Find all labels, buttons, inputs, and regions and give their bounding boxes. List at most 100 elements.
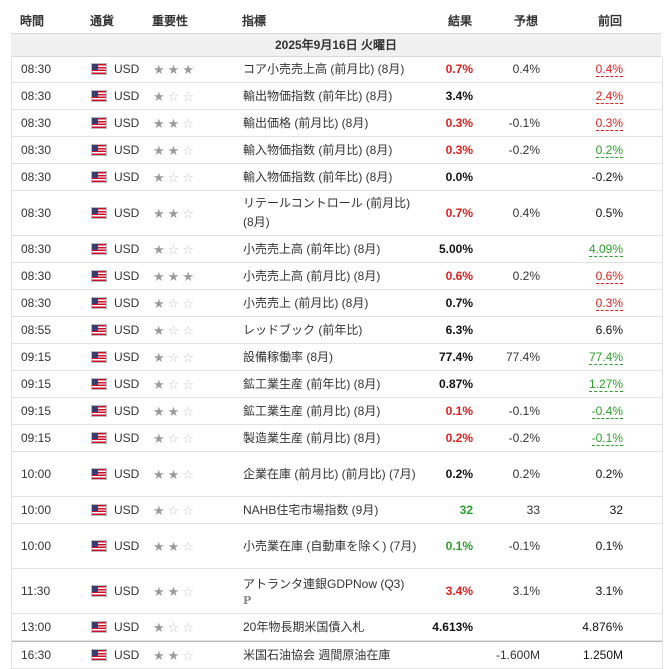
indicator-name[interactable]: 鉱工業生産 (前月比) (8月) [243, 398, 418, 424]
indicator-name[interactable]: 鉱工業生産 (前年比) (8月) [243, 371, 418, 397]
indicator-link[interactable]: NAHB住宅市場指数 (9月) [243, 502, 379, 517]
indicator-name[interactable]: 20年物長期米国債入札 [243, 614, 418, 640]
indicator-name[interactable]: 小売売上高 (前月比) (8月) [243, 263, 418, 289]
indicator-link[interactable]: 鉱工業生産 (前年比) (8月) [243, 376, 381, 391]
previous-revised-text[interactable]: -0.1% [591, 430, 623, 446]
importance-rating: ★ ★ ☆ [153, 524, 213, 568]
table-row[interactable]: 08:30 USD ★ ☆ ☆ 小売売上 (前月比) (8月) 0.7% 0.3% [12, 290, 662, 317]
indicator-link[interactable]: 米国石油協会 週間原油在庫 [243, 647, 391, 662]
header-currency[interactable]: 通貨 [90, 14, 115, 28]
indicator-name[interactable]: 製造業生産 (前月比) (8月) [243, 425, 418, 451]
actual-value: 3.4% [407, 83, 473, 109]
table-row[interactable]: 08:55 USD ★ ☆ ☆ レッドブック (前年比) 6.3% 6.6% [12, 317, 662, 344]
star-filled-icon: ★ [167, 61, 180, 77]
star-empty-icon: ☆ [182, 583, 194, 599]
table-row[interactable]: 08:30 USD ★ ☆ ☆ 小売売上高 (前年比) (8月) 5.00% 4.09% [12, 236, 662, 263]
indicator-link[interactable]: 鉱工業生産 (前月比) (8月) [243, 403, 381, 418]
star-filled-icon: ★ [153, 619, 165, 635]
indicator-name[interactable]: 企業在庫 (前月比) (前月比) (7月) [243, 452, 418, 496]
currency-code: USD [114, 539, 140, 553]
indicator-link[interactable]: 小売売上 (前月比) (8月) [243, 295, 369, 310]
indicator-name[interactable]: リテールコントロール (前月比) (8月) [243, 191, 418, 235]
previous-revised-text[interactable]: 0.3% [595, 115, 623, 131]
actual-value [407, 642, 473, 668]
previous-value: 4.876% [552, 614, 623, 640]
previous-revised-text[interactable]: 0.3% [595, 295, 623, 311]
header-forecast[interactable]: 予想 [514, 14, 539, 28]
indicator-name[interactable]: 小売売上高 (前年比) (8月) [243, 236, 418, 262]
indicator-link[interactable]: アトランタ連銀GDPNow (Q3) [243, 576, 405, 591]
indicator-name[interactable]: レッドブック (前年比) [243, 317, 418, 343]
indicator-link[interactable]: 製造業生産 (前月比) (8月) [243, 430, 381, 445]
time-text: 08:30 [21, 89, 52, 103]
previous-revised-text[interactable]: 0.2% [595, 142, 623, 158]
indicator-link[interactable]: 小売業在庫 (自動車を除く) (7月) [243, 538, 417, 553]
table-row[interactable]: 09:15 USD ★ ☆ ☆ 製造業生産 (前月比) (8月) 0.2% -0.2% -0.1… [12, 425, 662, 452]
star-empty-icon: ☆ [182, 403, 194, 419]
indicator-name[interactable]: 輸出物価指数 (前年比) (8月) [243, 83, 418, 109]
indicator-link[interactable]: 輸入物価指数 (前月比) (8月) [243, 142, 393, 157]
table-row[interactable]: 08:30 USD ★ ★ ☆ 輸出価格 (前月比) (8月) 0.3% -0.1% 0.3% [12, 110, 662, 137]
indicator-link[interactable]: 輸入物価指数 (前年比) (8月) [243, 169, 393, 184]
table-row[interactable]: 08:30 USD ★ ☆ ☆ 輸入物価指数 (前年比) (8月) 0.0% -0.2% [12, 164, 662, 191]
previous-revised-text[interactable]: -0.4% [591, 403, 623, 419]
indicator-name[interactable]: アトランタ連銀GDPNow (Q3) P [243, 569, 418, 613]
event-currency: USD [91, 263, 151, 289]
header-indicator[interactable]: 指標 [242, 14, 267, 28]
table-row[interactable]: 08:30 USD ★ ★ ★ 小売売上高 (前月比) (8月) 0.6% 0.2% 0.6% [12, 263, 662, 290]
table-row[interactable]: 10:00 USD ★ ★ ☆ 企業在庫 (前月比) (前月比) (7月) 0.2% 0.2%… [12, 452, 662, 497]
us-flag-icon [91, 405, 107, 417]
indicator-link[interactable]: 設備稼働率 (8月) [243, 349, 334, 364]
previous-revised-text[interactable]: 4.09% [588, 241, 623, 257]
header-previous[interactable]: 前回 [598, 14, 623, 28]
forecast-value [482, 371, 540, 397]
table-row[interactable]: 08:30 USD ★ ★ ★ コア小売売上高 (前月比) (8月) 0.7% 0.4% 0.4… [12, 56, 662, 83]
previous-revised-text[interactable]: 2.4% [595, 88, 623, 104]
actual-text: 0.1% [445, 539, 473, 553]
table-row[interactable]: 08:30 USD ★ ☆ ☆ 輸出物価指数 (前年比) (8月) 3.4% 2.4% [12, 83, 662, 110]
table-row[interactable]: 16:30 USD ★ ★ ☆ 米国石油協会 週間原油在庫 -1.600M 1.250M [12, 641, 662, 669]
indicator-name[interactable]: 米国石油協会 週間原油在庫 [243, 642, 418, 668]
table-row[interactable]: 08:30 USD ★ ★ ☆ 輸入物価指数 (前月比) (8月) 0.3% -0.2% 0.2… [12, 137, 662, 164]
indicator-link[interactable]: 企業在庫 (前月比) (前月比) (7月) [243, 466, 416, 481]
indicator-name[interactable]: 小売売上 (前月比) (8月) [243, 290, 418, 316]
indicator-name[interactable]: コア小売売上高 (前月比) (8月) [243, 56, 418, 82]
indicator-name[interactable]: 小売業在庫 (自動車を除く) (7月) [243, 524, 418, 568]
indicator-name[interactable]: 輸入物価指数 (前月比) (8月) [243, 137, 418, 163]
indicator-link[interactable]: 小売売上高 (前月比) (8月) [243, 268, 381, 283]
table-row[interactable]: 09:15 USD ★ ☆ ☆ 設備稼働率 (8月) 77.4% 77.4% 77.4% [12, 344, 662, 371]
indicator-name[interactable]: 輸出価格 (前月比) (8月) [243, 110, 418, 136]
indicator-link[interactable]: 輸出価格 (前月比) (8月) [243, 115, 369, 130]
time-text: 09:15 [21, 404, 52, 418]
table-row[interactable]: 10:00 USD ★ ★ ☆ 小売業在庫 (自動車を除く) (7月) 0.1% -0.1% 0… [12, 524, 662, 569]
indicator-link[interactable]: リテールコントロール (前月比) (8月) [243, 196, 411, 229]
table-row[interactable]: 11:30 USD ★ ★ ☆ アトランタ連銀GDPNow (Q3) P 3.4% 3.1% 3.… [12, 569, 662, 614]
header-time[interactable]: 時間 [20, 14, 45, 28]
header-actual[interactable]: 結果 [448, 14, 473, 28]
us-flag-icon [91, 585, 107, 597]
previous-revised-text[interactable]: 0.4% [595, 61, 623, 77]
star-filled-icon: ★ [153, 241, 165, 257]
indicator-name[interactable]: NAHB住宅市場指数 (9月) [243, 497, 418, 523]
previous-revised-text[interactable]: 0.6% [595, 268, 623, 284]
previous-revised-text[interactable]: 1.27% [588, 376, 623, 392]
table-row[interactable]: 09:15 USD ★ ☆ ☆ 鉱工業生産 (前年比) (8月) 0.87% 1.27% [12, 371, 662, 398]
forecast-value: -0.1% [482, 398, 540, 424]
header-importance[interactable]: 重要性 [152, 14, 189, 28]
table-row[interactable]: 13:00 USD ★ ☆ ☆ 20年物長期米国債入札 4.613% 4.876% [12, 614, 662, 641]
star-empty-icon: ☆ [167, 349, 180, 365]
previous-revised-text[interactable]: 77.4% [588, 349, 623, 365]
table-row[interactable]: 09:15 USD ★ ★ ☆ 鉱工業生産 (前月比) (8月) 0.1% -0.1% -0.4… [12, 398, 662, 425]
table-row[interactable]: 10:00 USD ★ ☆ ☆ NAHB住宅市場指数 (9月) 32 33 32 [12, 497, 662, 524]
indicator-link[interactable]: 小売売上高 (前年比) (8月) [243, 241, 381, 256]
actual-value: 3.4% [407, 569, 473, 613]
indicator-name[interactable]: 輸入物価指数 (前年比) (8月) [243, 164, 418, 190]
time-text: 08:30 [21, 170, 52, 184]
indicator-link[interactable]: コア小売売上高 (前月比) (8月) [243, 61, 405, 76]
indicator-link[interactable]: 輸出物価指数 (前年比) (8月) [243, 88, 393, 103]
indicator-name[interactable]: 設備稼働率 (8月) [243, 344, 418, 370]
indicator-link[interactable]: 20年物長期米国債入札 [243, 619, 365, 634]
table-row[interactable]: 08:30 USD ★ ★ ☆ リテールコントロール (前月比) (8月) 0.7% 0.4%… [12, 191, 662, 236]
time-text: 08:30 [21, 269, 52, 283]
indicator-link[interactable]: レッドブック (前年比) [243, 322, 363, 337]
